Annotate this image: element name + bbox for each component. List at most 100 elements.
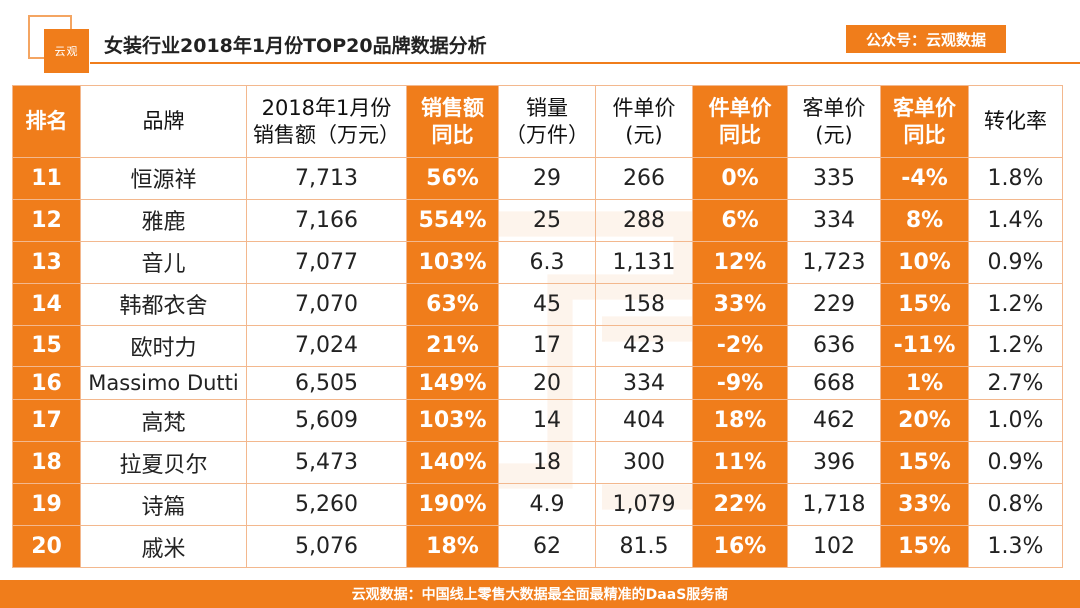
- header-line: 客单价: [802, 95, 866, 120]
- brand-data-table: 排名 品牌 2018年1月份 销售额（万元） 销售额 同比 销量 （万件） 件单价 (元) 件单价同…: [12, 85, 1063, 568]
- cell-rank: 17: [12, 399, 81, 443]
- cell-sales-amount: 7,713: [246, 157, 407, 200]
- logo-text: 云观: [54, 45, 79, 58]
- header-sales-yoy: 销售额 同比: [406, 85, 499, 158]
- cell-sales-amount: 7,024: [246, 324, 407, 368]
- cell-order-value-yoy: 15%: [880, 441, 969, 485]
- cell-order-value-yoy: -11%: [880, 324, 969, 368]
- cell-order-value-yoy: 1%: [880, 366, 969, 401]
- cell-sales-yoy: 63%: [406, 282, 499, 326]
- cell-sales-amount: 6,505: [246, 366, 407, 401]
- cell-order-value: 668: [787, 366, 881, 401]
- cell-sales-yoy: 149%: [406, 366, 499, 401]
- table-row: 18 拉夏贝尔 5,473 140% 18 300 11% 396 15% 0.9%: [12, 441, 1063, 485]
- cell-volume: 45: [498, 282, 596, 326]
- header-line: 件单价: [612, 95, 676, 120]
- header-line: 件单价: [708, 95, 772, 120]
- cell-unit-price: 266: [595, 157, 693, 200]
- cell-unit-price-yoy: 12%: [692, 240, 788, 284]
- cell-volume: 18: [498, 441, 596, 485]
- cell-unit-price: 423: [595, 324, 693, 368]
- table-body: 11 恒源祥 7,713 56% 29 266 0% 335 -4% 1.8% 12 雅鹿 7,166 5…: [12, 157, 1063, 568]
- cell-unit-price-yoy: 11%: [692, 441, 788, 485]
- header-sales-amount: 2018年1月份 销售额（万元）: [246, 85, 407, 158]
- cell-sales-amount: 7,166: [246, 198, 407, 242]
- cell-conversion-rate: 1.8%: [968, 157, 1063, 200]
- cell-unit-price-yoy: -9%: [692, 366, 788, 401]
- table-row: 12 雅鹿 7,166 554% 25 288 6% 334 8% 1.4%: [12, 198, 1063, 242]
- header-line: 2018年1月份: [261, 95, 392, 120]
- cell-brand: 欧时力: [80, 324, 247, 368]
- cell-volume: 29: [498, 157, 596, 200]
- cell-brand: 雅鹿: [80, 198, 247, 242]
- header-line: 排名: [25, 109, 68, 133]
- cell-order-value: 462: [787, 399, 881, 443]
- cell-brand: Massimo Dutti: [80, 366, 247, 401]
- cell-sales-yoy: 140%: [406, 441, 499, 485]
- header-brand: 品牌: [80, 85, 247, 158]
- header-line: 同比: [431, 122, 474, 147]
- cell-sales-yoy: 56%: [406, 157, 499, 200]
- cell-rank: 14: [12, 282, 81, 326]
- cell-unit-price-yoy: 16%: [692, 525, 788, 568]
- header-unit-price-yoy: 件单价 同比: [692, 85, 788, 158]
- cell-sales-yoy: 103%: [406, 399, 499, 443]
- cell-unit-price-yoy: 6%: [692, 198, 788, 242]
- cell-order-value: 1,723: [787, 240, 881, 284]
- cell-order-value-yoy: 15%: [880, 282, 969, 326]
- table-row: 15 欧时力 7,024 21% 17 423 -2% 636 -11% 1.2%: [12, 324, 1063, 368]
- header-line: 销量: [526, 95, 568, 120]
- cell-sales-amount: 5,609: [246, 399, 407, 443]
- cell-order-value: 636: [787, 324, 881, 368]
- cell-unit-price-yoy: 18%: [692, 399, 788, 443]
- cell-volume: 14: [498, 399, 596, 443]
- cell-unit-price: 300: [595, 441, 693, 485]
- cell-order-value-yoy: 20%: [880, 399, 969, 443]
- cell-volume: 25: [498, 198, 596, 242]
- cell-sales-amount: 7,070: [246, 282, 407, 326]
- table-row: 17 高梵 5,609 103% 14 404 18% 462 20% 1.0%: [12, 399, 1063, 443]
- cell-order-value: 1,718: [787, 483, 881, 526]
- cell-order-value-yoy: 8%: [880, 198, 969, 242]
- header-line: 同比: [903, 122, 946, 147]
- cell-brand: 恒源祥: [80, 157, 247, 200]
- cell-brand: 高梵: [80, 399, 247, 443]
- cell-sales-amount: 7,077: [246, 240, 407, 284]
- cell-order-value-yoy: 10%: [880, 240, 969, 284]
- cell-volume: 17: [498, 324, 596, 368]
- footer-bar: 云观数据：中国线上零售大数据最全面最精准的DaaS服务商: [0, 580, 1080, 608]
- header-line: 品牌: [142, 109, 185, 133]
- cell-unit-price: 81.5: [595, 525, 693, 568]
- cell-sales-yoy: 21%: [406, 324, 499, 368]
- header-volume: 销量 （万件）: [498, 85, 596, 158]
- cell-volume: 4.9: [498, 483, 596, 526]
- cell-conversion-rate: 1.0%: [968, 399, 1063, 443]
- cell-unit-price-yoy: 0%: [692, 157, 788, 200]
- cell-order-value-yoy: 33%: [880, 483, 969, 526]
- cell-order-value-yoy: -4%: [880, 157, 969, 200]
- cell-order-value: 334: [787, 198, 881, 242]
- account-tag: 公众号：云观数据: [846, 25, 1006, 53]
- cell-order-value: 102: [787, 525, 881, 568]
- table-row: 14 韩都衣舍 7,070 63% 45 158 33% 229 15% 1.2%: [12, 282, 1063, 326]
- cell-sales-amount: 5,260: [246, 483, 407, 526]
- header-conversion-rate: 转化率: [968, 85, 1063, 158]
- cell-volume: 62: [498, 525, 596, 568]
- cell-rank: 12: [12, 198, 81, 242]
- header-line: (元): [625, 122, 663, 147]
- header-order-value-yoy: 客单价 同比: [880, 85, 969, 158]
- cell-order-value: 396: [787, 441, 881, 485]
- cell-sales-amount: 5,076: [246, 525, 407, 568]
- page-title: 女装行业2018年1月份TOP20品牌数据分析: [104, 35, 487, 57]
- header-line: 销售额: [421, 95, 484, 120]
- cell-rank: 16: [12, 366, 81, 401]
- header-line: 销售额（万元）: [253, 122, 400, 147]
- cell-unit-price: 1,079: [595, 483, 693, 526]
- cell-sales-yoy: 554%: [406, 198, 499, 242]
- cell-volume: 6.3: [498, 240, 596, 284]
- cell-unit-price: 334: [595, 366, 693, 401]
- cell-unit-price-yoy: 33%: [692, 282, 788, 326]
- logo: 云观: [44, 29, 89, 73]
- cell-order-value: 229: [787, 282, 881, 326]
- table-row: 19 诗篇 5,260 190% 4.9 1,079 22% 1,718 33% 0.8%: [12, 483, 1063, 526]
